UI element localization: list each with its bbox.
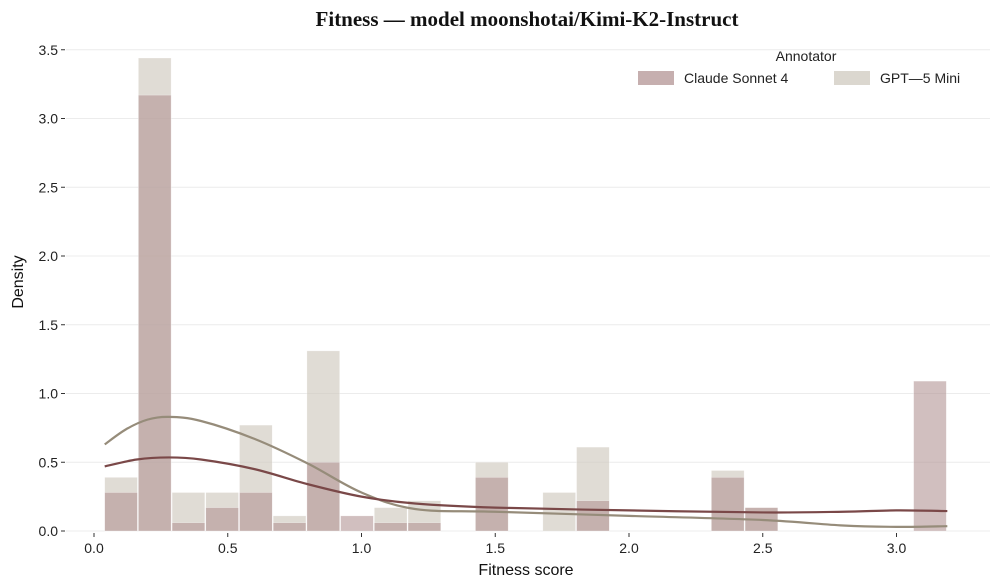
kde-line-series-0 <box>104 456 948 514</box>
y-axis-label: Density <box>10 255 27 308</box>
series-claude-sonnet-4-bars <box>104 94 947 532</box>
bar-bars-claude-18 <box>711 477 745 532</box>
y-tick-label-0: 0.0 <box>39 523 59 539</box>
chart-title: Fitness — model moonshotai/Kimi-K2-Instr… <box>316 7 739 31</box>
x-tick-label-3: 1.5 <box>486 540 506 556</box>
y-tick-label-5: 2.5 <box>39 179 59 195</box>
kde-layer <box>104 415 948 528</box>
y-tick-label-2: 1.0 <box>39 386 59 402</box>
y-axis: 0.0 0.5 1.0 1.5 2.0 2.5 3.0 3.5 <box>39 42 65 539</box>
legend-label-gpt-5-mini: GPT—5 Mini <box>880 70 960 86</box>
x-tick-label-2: 1.0 <box>352 540 372 556</box>
x-tick-label-0: 0.0 <box>84 540 104 556</box>
y-tick-label-6: 3.0 <box>39 111 59 127</box>
x-tick-label-6: 3.0 <box>887 540 907 556</box>
legend-label-claude-sonnet-4: Claude Sonnet 4 <box>684 70 789 86</box>
x-tick-label-4: 2.0 <box>619 540 639 556</box>
legend-swatch-gpt-5-mini <box>834 71 870 85</box>
y-tick-label-4: 2.0 <box>39 248 59 264</box>
bar-bars-claude-9 <box>407 522 442 532</box>
y-tick-label-7: 3.5 <box>39 42 59 58</box>
legend-swatch-claude-sonnet-4 <box>638 71 674 85</box>
x-axis: 0.0 0.5 1.0 1.5 2.0 2.5 3.0 <box>84 533 906 556</box>
y-tick-label-1: 0.5 <box>39 454 59 470</box>
bar-bars-claude-11 <box>475 477 509 532</box>
bar-bars-claude-4 <box>239 492 273 532</box>
x-tick-label-1: 0.5 <box>218 540 238 556</box>
legend: Annotator Claude Sonnet 4 GPT—5 Mini <box>638 48 960 86</box>
bar-bars-claude-7 <box>340 515 374 532</box>
bar-bars-claude-0 <box>104 492 138 532</box>
bar-bars-claude-1 <box>138 94 172 532</box>
grid-layer <box>66 49 990 532</box>
y-tick-label-3: 1.5 <box>39 317 59 333</box>
bar-bars-claude-5 <box>272 522 307 532</box>
bar-bars-claude-24 <box>913 380 947 532</box>
bar-bars-gpt-13 <box>542 492 576 532</box>
x-axis-label: Fitness score <box>478 562 573 579</box>
x-tick-label-5: 2.5 <box>753 540 773 556</box>
bar-bars-claude-3 <box>205 507 239 532</box>
kde-line-series-1 <box>104 415 948 528</box>
bar-bars-claude-2 <box>171 522 206 532</box>
bar-bars-claude-8 <box>374 522 408 532</box>
legend-title: Annotator <box>776 48 837 64</box>
bar-bars-claude-6 <box>306 462 340 532</box>
